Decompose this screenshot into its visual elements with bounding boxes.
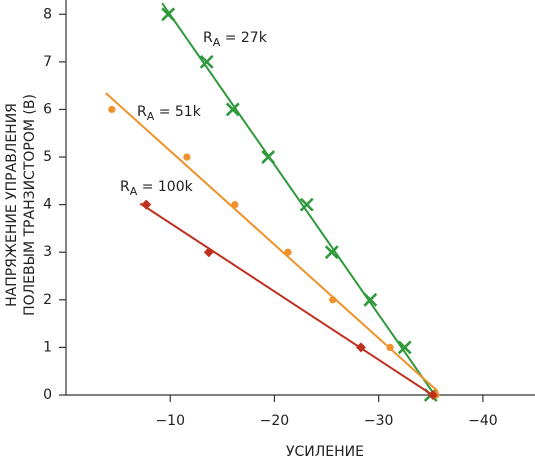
legend-label: RA = 51k xyxy=(137,104,202,123)
legend-label-part: R xyxy=(203,30,213,46)
point xyxy=(199,54,214,69)
y-tick-label: 3 xyxy=(43,244,52,260)
point xyxy=(108,105,116,114)
y-tick-label: 0 xyxy=(43,387,52,403)
legend-label-part: = 100k xyxy=(137,179,193,195)
y-axis-label: НАПРЯЖЕНИЕ УПРАВЛЕНИЯ xyxy=(4,103,20,307)
x-tick-label: −20 xyxy=(260,413,290,429)
trend-line xyxy=(139,202,436,398)
point xyxy=(183,153,191,161)
legend-label: RA = 100k xyxy=(120,179,194,198)
point xyxy=(386,343,394,352)
y-tick-label: 8 xyxy=(43,6,52,22)
point xyxy=(299,197,314,212)
legend-label: RA = 27k xyxy=(203,30,268,49)
legend-label-part: R xyxy=(120,179,130,195)
y-tick-label: 6 xyxy=(43,101,52,117)
y-tick-label: 1 xyxy=(43,339,52,355)
point xyxy=(161,7,176,22)
x-tick-label: −10 xyxy=(155,413,185,429)
point xyxy=(397,340,412,355)
point xyxy=(324,245,339,260)
y-tick-label: 5 xyxy=(43,149,52,165)
point xyxy=(225,102,240,117)
legend-label-part: R xyxy=(137,104,147,120)
point xyxy=(261,150,276,164)
y-tick-label: 4 xyxy=(43,197,52,213)
x-tick-label: −40 xyxy=(468,413,498,429)
point xyxy=(329,296,337,304)
y-axis-label: ПОЛЕВЫМ ТРАНЗИСТОРОМ (В) xyxy=(22,94,38,316)
trend-line xyxy=(105,92,439,393)
point xyxy=(284,248,292,256)
trend-line xyxy=(161,2,434,393)
point xyxy=(141,199,152,210)
x-tick-label: −30 xyxy=(364,413,394,429)
y-tick-label: 2 xyxy=(43,292,52,308)
legend-label-part: A xyxy=(130,185,138,198)
x-axis-label: УСИЛЕНИЕ xyxy=(286,444,364,459)
point xyxy=(203,247,214,258)
legend-label-part: = 27k xyxy=(220,30,267,46)
point xyxy=(231,201,239,209)
legend-label-part: A xyxy=(213,36,221,49)
legend-label-part: = 51k xyxy=(154,104,201,120)
legend-label-part: A xyxy=(147,110,155,123)
point xyxy=(363,292,378,307)
point xyxy=(355,342,366,353)
point xyxy=(427,390,438,400)
y-tick-label: 7 xyxy=(43,54,52,70)
